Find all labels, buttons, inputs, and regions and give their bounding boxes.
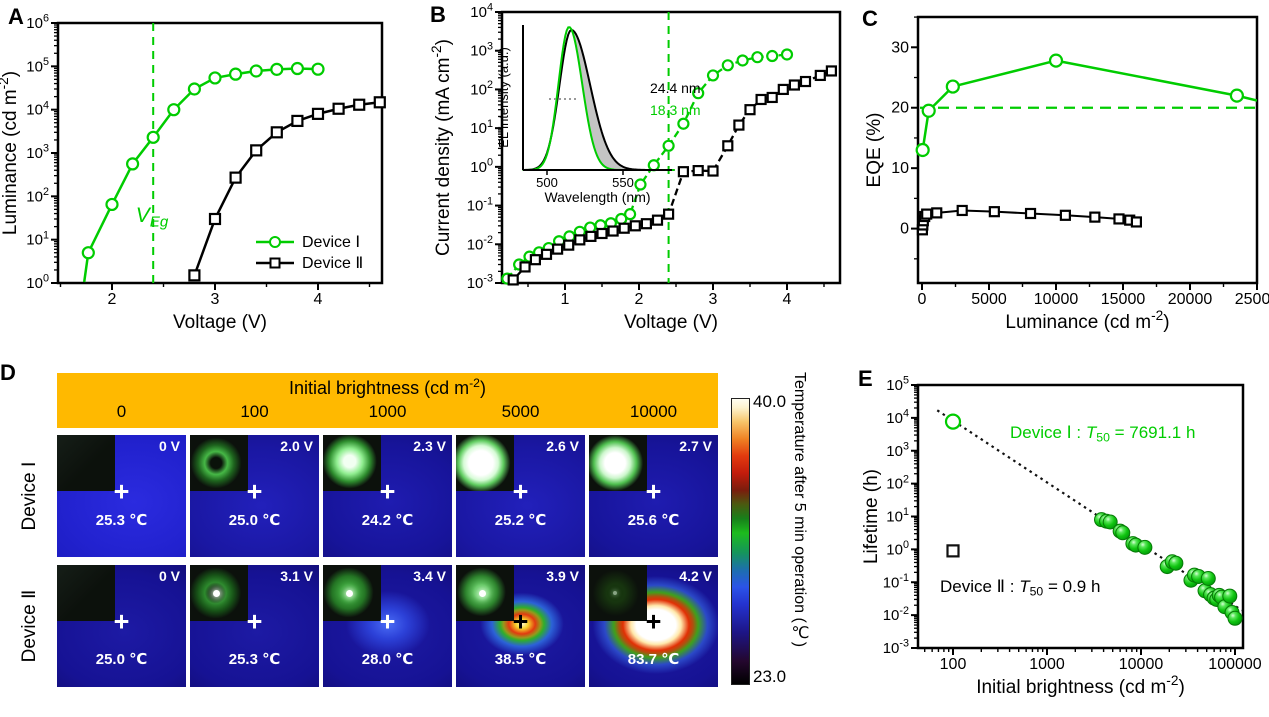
voltage-label: 2.6 V [546, 438, 579, 454]
panel-label-b: B [430, 2, 446, 27]
temperature-label: 83.7 ℃ [627, 651, 680, 669]
temperature-label: 24.2 ℃ [361, 511, 414, 529]
thermal-image-cell: 3.9 V +38.5 ℃ [456, 565, 585, 687]
initial-brightness-header: Initial brightness (cd m-2) 0 100 1000 5000 1… [57, 373, 718, 428]
device-photo-inset [190, 565, 249, 622]
device-photo-inset [456, 435, 515, 492]
temperature-colorbar [731, 398, 750, 685]
voltage-label: 0 V [158, 438, 180, 454]
voltage-label: 4.2 V [679, 568, 712, 584]
thermal-image-cell: 2.7 V +25.6 ℃ [589, 435, 718, 557]
thermal-image-cell: 0 V +25.0 ℃ [57, 565, 186, 687]
panel-label-d: D [0, 360, 16, 385]
panel-label-e: E [858, 366, 873, 391]
device-photo-inset [323, 435, 382, 492]
brightness-column-label: 1000 [368, 402, 407, 421]
voltage-label: 0 V [158, 568, 180, 584]
voltage-label: 2.3 V [413, 438, 446, 454]
thermal-image-cell: 2.6 V +25.2 ℃ [456, 435, 585, 557]
panel-label-a: A [8, 4, 24, 29]
panel-label-c: C [862, 6, 878, 31]
voltage-label: 3.4 V [413, 568, 446, 584]
voltage-label: 2.0 V [280, 438, 313, 454]
colorbar-max-label: 40.0 [753, 392, 787, 411]
device-photo-inset [190, 435, 249, 492]
temperature-label: 38.5 ℃ [494, 651, 547, 669]
device-photo-inset [456, 565, 515, 622]
device-row-label: Device Ⅱ [19, 589, 40, 663]
brightness-column-label: 5000 [501, 402, 540, 421]
brightness-column-label: 0 [116, 402, 127, 421]
device-photo-inset [323, 565, 382, 622]
voltage-label: 3.1 V [280, 568, 313, 584]
device-photo-inset [589, 565, 648, 622]
measurement-crosshair: + [379, 476, 396, 507]
temperature-label: 25.3 ℃ [95, 511, 148, 529]
device-photo-inset [57, 565, 116, 622]
measurement-crosshair: + [645, 606, 662, 637]
device-photo-inset [57, 435, 116, 492]
colorbar-axis-label: Temperature after 5 min operation (℃) [791, 372, 808, 648]
voltage-label: 2.7 V [679, 438, 712, 454]
initial-brightness-title: Initial brightness (cd m-2) [289, 376, 486, 398]
temperature-label: 28.0 ℃ [361, 651, 414, 669]
thermal-image-cell: 0 V +25.3 ℃ [57, 435, 186, 557]
thermal-image-cell: 2.0 V +25.0 ℃ [190, 435, 319, 557]
colorbar-min-label: 23.0 [753, 667, 787, 686]
temperature-label: 25.0 ℃ [95, 651, 148, 669]
measurement-crosshair: + [246, 606, 263, 637]
measurement-crosshair: + [379, 606, 396, 637]
measurement-crosshair: + [113, 606, 130, 637]
measurement-crosshair: + [246, 476, 263, 507]
temperature-label: 25.0 ℃ [228, 511, 281, 529]
voltage-label: 3.9 V [546, 568, 579, 584]
brightness-column-label: 100 [240, 402, 269, 421]
thermal-image-cell: 4.2 V +83.7 ℃ [589, 565, 718, 687]
measurement-crosshair: + [512, 476, 529, 507]
temperature-label: 25.6 ℃ [627, 511, 680, 529]
thermal-image-cell: 3.1 V +25.3 ℃ [190, 565, 319, 687]
measurement-crosshair: + [113, 476, 130, 507]
thermal-image-cell: 2.3 V +24.2 ℃ [323, 435, 452, 557]
measurement-crosshair: + [645, 476, 662, 507]
thermal-image-cell: 3.4 V +28.0 ℃ [323, 565, 452, 687]
measurement-crosshair: + [512, 606, 529, 637]
temperature-label: 25.2 ℃ [494, 511, 547, 529]
device-photo-inset [589, 435, 648, 492]
temperature-label: 25.3 ℃ [228, 651, 281, 669]
brightness-column-label: 10000 [629, 402, 678, 421]
